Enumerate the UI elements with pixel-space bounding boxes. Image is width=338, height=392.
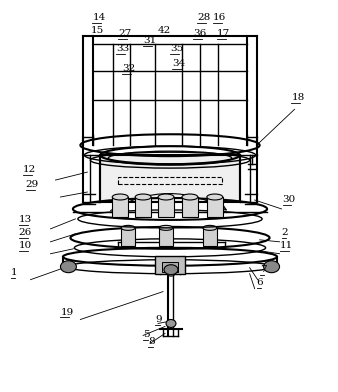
Ellipse shape (112, 194, 128, 200)
Text: 28: 28 (197, 13, 210, 22)
Text: 9: 9 (155, 316, 162, 325)
Bar (182, 197, 198, 217)
Ellipse shape (159, 225, 173, 230)
Bar (118, 177, 222, 184)
Text: 30: 30 (283, 195, 296, 204)
Bar (100, 155, 240, 202)
Text: 35: 35 (170, 44, 183, 53)
Bar (121, 228, 135, 246)
Text: 34: 34 (172, 58, 185, 67)
Ellipse shape (121, 225, 135, 230)
Ellipse shape (182, 194, 198, 200)
Text: 14: 14 (92, 13, 105, 22)
Bar (155, 256, 185, 274)
Text: 15: 15 (90, 25, 103, 34)
Text: 5: 5 (143, 330, 150, 339)
Bar (203, 228, 217, 246)
Text: 36: 36 (193, 29, 206, 38)
Text: 6: 6 (257, 278, 263, 287)
Bar (158, 197, 174, 217)
Text: 27: 27 (118, 29, 131, 38)
Text: 31: 31 (143, 36, 156, 45)
Bar (207, 197, 223, 217)
Text: 17: 17 (217, 29, 230, 38)
Ellipse shape (203, 225, 217, 230)
Ellipse shape (166, 319, 176, 327)
Bar (112, 197, 128, 217)
Ellipse shape (164, 265, 178, 275)
Ellipse shape (158, 194, 174, 200)
Ellipse shape (61, 261, 76, 273)
Ellipse shape (207, 194, 223, 200)
Text: 12: 12 (23, 165, 36, 174)
Text: 19: 19 (61, 307, 74, 316)
Text: 18: 18 (291, 93, 305, 102)
Text: 26: 26 (19, 228, 32, 237)
Text: 11: 11 (280, 241, 293, 250)
Text: 1: 1 (11, 268, 17, 277)
Ellipse shape (135, 194, 151, 200)
Bar (135, 197, 151, 217)
Bar (159, 228, 173, 246)
Text: 16: 16 (213, 13, 226, 22)
Text: 33: 33 (116, 44, 129, 53)
Text: 32: 32 (122, 64, 136, 73)
Ellipse shape (264, 261, 280, 273)
Text: 8: 8 (148, 338, 155, 347)
Text: 7: 7 (260, 265, 266, 274)
Text: 29: 29 (26, 180, 39, 189)
Text: 10: 10 (19, 241, 32, 250)
Ellipse shape (167, 271, 175, 276)
Bar (162, 262, 178, 272)
Text: 13: 13 (19, 215, 32, 224)
Text: 42: 42 (158, 25, 171, 34)
Text: 2: 2 (282, 228, 288, 237)
